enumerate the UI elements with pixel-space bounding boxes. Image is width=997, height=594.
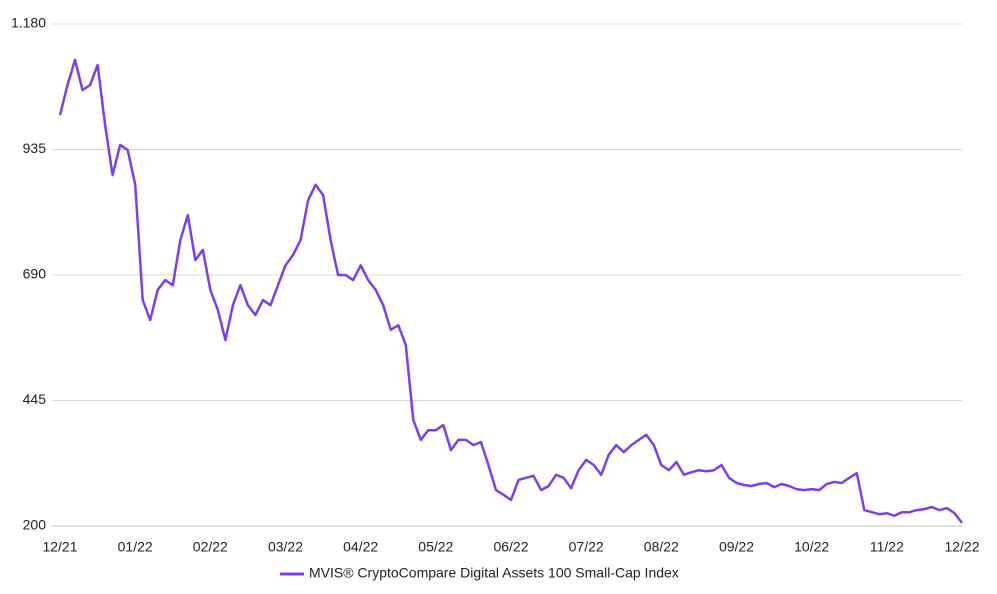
x-tick-label: 05/22 bbox=[418, 539, 453, 555]
x-tick-label: 07/22 bbox=[569, 539, 604, 555]
y-tick-label: 445 bbox=[23, 391, 47, 407]
x-tick-label: 12/22 bbox=[944, 539, 979, 555]
y-tick-label: 935 bbox=[23, 140, 47, 156]
y-tick-label: 200 bbox=[23, 517, 47, 533]
x-tick-label: 10/22 bbox=[794, 539, 829, 555]
x-tick-label: 04/22 bbox=[343, 539, 378, 555]
x-tick-label: 03/22 bbox=[268, 539, 303, 555]
x-tick-label: 01/22 bbox=[118, 539, 153, 555]
x-tick-label: 02/22 bbox=[193, 539, 228, 555]
data-line bbox=[58, 58, 963, 524]
legend-label: MVIS® CryptoCompare Digital Assets 100 S… bbox=[309, 565, 679, 581]
y-tick-label: 690 bbox=[23, 266, 47, 282]
y-tick-label: 1.180 bbox=[11, 15, 46, 31]
x-tick-label: 09/22 bbox=[719, 539, 754, 555]
x-tick-label: 06/22 bbox=[493, 539, 528, 555]
x-tick-label: 08/22 bbox=[644, 539, 679, 555]
x-tick-label: 11/22 bbox=[870, 539, 904, 555]
x-tick-label: 12/21 bbox=[42, 539, 77, 555]
